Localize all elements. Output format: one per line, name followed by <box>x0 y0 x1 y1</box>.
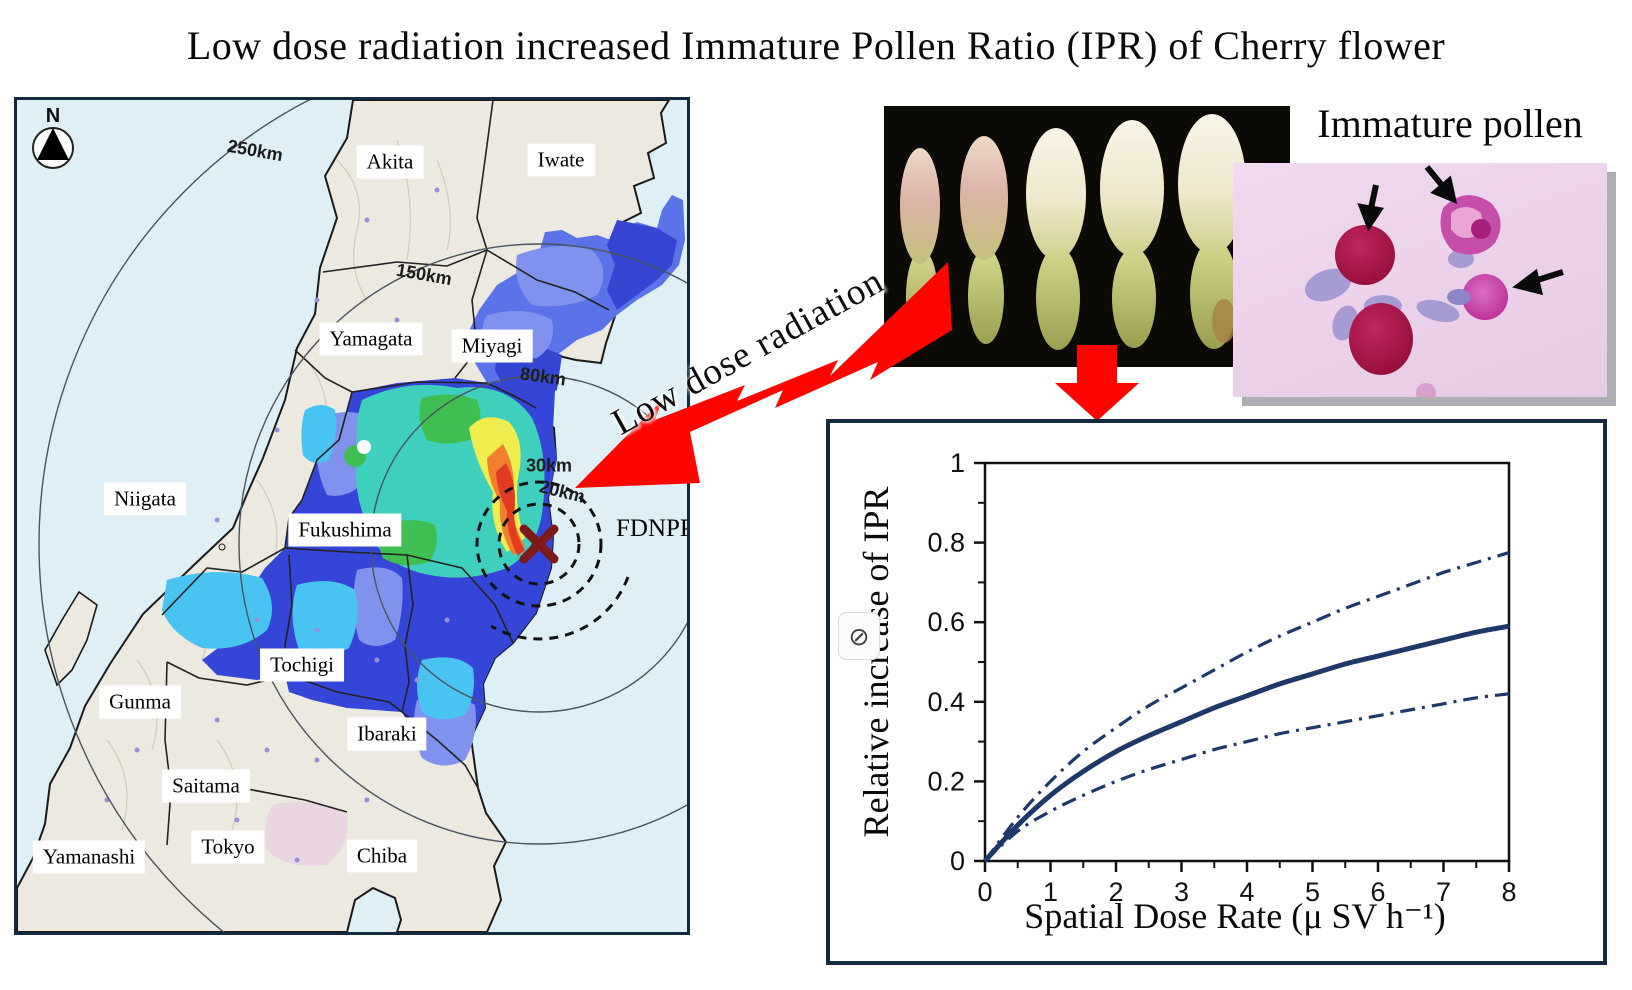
evacuation-rings <box>475 480 630 641</box>
y-tick-label: 0.4 <box>927 687 965 717</box>
prefecture-label-saitama: Saitama <box>162 769 250 803</box>
cherry-bud <box>1026 128 1086 350</box>
x-axis-title: Spatial Dose Rate (μ SV h⁻¹) <box>1024 896 1445 936</box>
x-tick-label: 3 <box>1174 877 1189 907</box>
prefecture-label-iwate: Iwate <box>527 143 595 177</box>
pollen-fragment <box>1416 383 1436 403</box>
radiation-arrow <box>575 262 952 488</box>
curve-dashdot <box>983 692 1510 863</box>
pointer-arrow-icon <box>1357 165 1564 296</box>
prefecture-label-yamagata: Yamagata <box>319 322 423 356</box>
data-curves <box>983 551 1510 863</box>
y-tick-label: 1 <box>950 448 965 478</box>
y-tick-label: 0.6 <box>927 607 965 637</box>
x-tick-label: 4 <box>1239 877 1254 907</box>
radiation-map-panel: N FDNPP Akita Iwate Yamagata Miyagi Niigata F… <box>14 97 690 935</box>
immature-pollen-grain <box>1447 274 1508 320</box>
contamination-red-core <box>496 463 525 556</box>
x-tick-label: 2 <box>1108 877 1123 907</box>
x-tick-label: 6 <box>1370 877 1385 907</box>
x-tick-label: 5 <box>1305 877 1320 907</box>
curve-solid <box>983 623 1510 863</box>
cherry-bud <box>1100 120 1164 348</box>
prefecture-label-tochigi: Tochigi <box>260 648 344 682</box>
prefecture-label-chiba: Chiba <box>346 839 418 873</box>
fdnpp-label: FDNPP <box>616 515 687 542</box>
axis-ticks: 0 1 2 3 4 5 6 7 8 0 0.2 0.4 0.6 0.8 1 <box>927 448 1516 907</box>
contamination-sky-blue <box>162 405 474 720</box>
prefecture-label-tokyo: Tokyo <box>191 830 265 864</box>
cherry-buds-photo <box>884 106 1290 367</box>
map-white-gap <box>357 440 371 454</box>
prefecture-label-akita: Akita <box>356 145 424 179</box>
prefecture-label-ibaraki: Ibaraki <box>347 717 427 751</box>
y-tick-label: 0 <box>950 846 965 876</box>
prefecture-label-fukushima: Fukushima <box>288 513 402 547</box>
fdnpp-marker-icon <box>519 524 559 564</box>
zigzag-arrow-shape <box>575 262 952 488</box>
immature-pollen-grain <box>1440 195 1501 255</box>
urban-area <box>265 801 348 866</box>
y-tick-label: 0.2 <box>927 766 965 796</box>
ipr-dose-chart: Relative increase of IPR Spatial Dose Ra… <box>856 448 1517 936</box>
prefecture-label-niigata: Niigata <box>104 482 186 516</box>
prefecture-label-yamanashi: Yamanashi <box>32 840 146 874</box>
x-tick-label: 0 <box>977 877 992 907</box>
down-arrow-icon <box>1055 345 1139 421</box>
north-compass-icon: N <box>32 105 74 169</box>
mature-pollen-grain <box>1335 225 1395 285</box>
mature-pollen-grain <box>1349 303 1413 375</box>
broken-image-icon: ⊘ <box>838 612 880 660</box>
prefecture-label-miyagi: Miyagi <box>451 329 533 363</box>
small-island <box>218 543 226 551</box>
pollen-microscopy-image <box>1233 163 1607 403</box>
curve-dashdot <box>983 551 1510 862</box>
cherry-bud <box>960 136 1008 344</box>
y-tick-label: 0.8 <box>927 528 965 558</box>
immature-pollen-title: Immature pollen <box>1317 101 1583 146</box>
x-tick-label: 1 <box>1043 877 1058 907</box>
svg-text:N: N <box>46 105 60 127</box>
cherry-bud <box>1178 114 1246 349</box>
x-tick-label: 7 <box>1436 877 1451 907</box>
plot-frame <box>983 461 1511 863</box>
ipr-chart-panel: Relative increase of IPR Spatial Dose Ra… <box>826 419 1607 965</box>
prefecture-label-gunma: Gunma <box>99 685 181 719</box>
page-title: Low dose radiation increased Immature Po… <box>186 23 1446 68</box>
x-tick-label: 8 <box>1501 877 1516 907</box>
ring-distance-label: 30km <box>525 455 573 476</box>
contamination-iwate-coast <box>607 220 677 310</box>
y-axis-title: Relative increase of IPR <box>856 487 896 838</box>
sado-island <box>44 590 98 687</box>
